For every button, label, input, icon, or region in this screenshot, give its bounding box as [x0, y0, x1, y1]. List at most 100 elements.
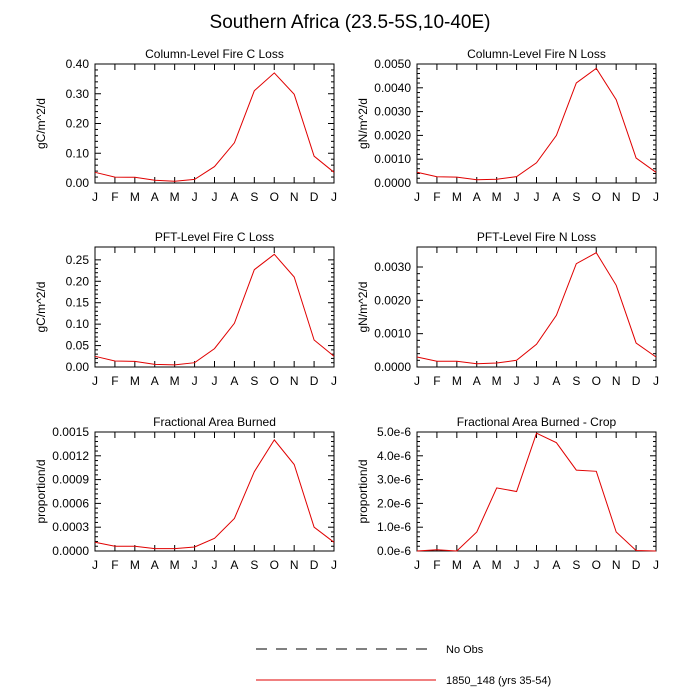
x-tick-label: F	[111, 190, 118, 204]
x-tick-label: A	[473, 374, 481, 388]
x-tick-label: J	[653, 190, 659, 204]
chart-panel-6: Fractional Area Burned - Crop proportion/…	[356, 415, 659, 572]
legend-item-1850-148: 1850_148 (yrs 35-54)	[256, 675, 551, 687]
x-tick-label: O	[270, 558, 279, 572]
x-tick-label: D	[310, 374, 319, 388]
x-tick-label: M	[492, 558, 502, 572]
x-tick-label: O	[592, 374, 601, 388]
y-axis-label: gN/m^2/d	[356, 98, 370, 149]
legend-label-no-obs: No Obs	[446, 644, 484, 656]
y-tick-label: 0.20	[66, 274, 90, 288]
series-line	[94, 72, 335, 182]
x-tick-label: M	[170, 374, 180, 388]
x-tick-label: S	[250, 374, 258, 388]
x-tick-label: J	[192, 190, 198, 204]
x-tick-label: A	[151, 374, 159, 388]
y-tick-label: 5.0e-6	[377, 425, 411, 439]
x-tick-label: A	[552, 190, 560, 204]
x-tick-label: D	[632, 190, 641, 204]
x-tick-label: A	[230, 558, 238, 572]
y-tick-label: 1.0e-6	[377, 520, 411, 534]
y-tick-label: 0.10	[66, 317, 90, 331]
x-tick-label: S	[250, 558, 258, 572]
y-tick-label: 0.0000	[52, 544, 89, 558]
x-tick-label: O	[592, 558, 601, 572]
chart-panel-3: PFT-Level Fire C Loss gC/m^2/d 0.00 0.05 0.1…	[34, 230, 337, 388]
y-axis-label: gC/m^2/d	[34, 282, 48, 333]
series-line	[416, 252, 657, 365]
x-tick-label: M	[130, 374, 140, 388]
x-tick-label: M	[170, 558, 180, 572]
x-tick-label: J	[514, 558, 520, 572]
y-tick-label: 0.0012	[52, 449, 89, 463]
plot-frame	[94, 63, 335, 184]
x-tick-label: A	[473, 190, 481, 204]
series-line	[416, 67, 657, 181]
y-tick-label: 3.0e-6	[377, 473, 411, 487]
x-tick-label: A	[230, 190, 238, 204]
y-tick-label: 0.0040	[374, 81, 411, 95]
y-tick-label: 0.0050	[374, 57, 411, 71]
x-tick-label: A	[552, 374, 560, 388]
x-tick-label: F	[111, 558, 118, 572]
y-tick-label: 0.20	[66, 117, 90, 131]
x-tick-label: F	[433, 190, 440, 204]
y-tick-label: 2.0e-6	[377, 496, 411, 510]
y-tick-label: 0.0030	[374, 260, 411, 274]
x-tick-label: D	[310, 558, 319, 572]
y-tick-label: 0.0015	[52, 425, 89, 439]
x-tick-label: N	[612, 558, 621, 572]
x-tick-label: J	[212, 190, 218, 204]
y-tick-label: 0.25	[66, 253, 90, 267]
x-tick-label: J	[414, 190, 420, 204]
x-tick-label: J	[212, 558, 218, 572]
y-tick-label: 0.0006	[52, 496, 89, 510]
chart-title: PFT-Level Fire C Loss	[155, 230, 274, 244]
y-tick-label: 0.05	[66, 339, 90, 353]
x-tick-label: M	[170, 190, 180, 204]
y-tick-label: 4.0e-6	[377, 449, 411, 463]
x-tick-label: J	[514, 190, 520, 204]
x-tick-label: N	[612, 374, 621, 388]
x-tick-label: O	[592, 190, 601, 204]
x-tick-label: J	[92, 190, 98, 204]
x-tick-label: J	[92, 558, 98, 572]
x-tick-label: J	[534, 190, 540, 204]
chart-panel-5: Fractional Area Burned proportion/d 0.0000…	[34, 415, 337, 572]
x-tick-label: J	[653, 558, 659, 572]
x-tick-label: N	[290, 374, 299, 388]
x-tick-label: J	[331, 558, 337, 572]
plot-frame	[416, 431, 657, 552]
y-axis-label: gC/m^2/d	[34, 98, 48, 149]
y-tick-label: 0.00	[66, 176, 90, 190]
chart-panel-2: Column-Level Fire N Loss gN/m^2/d 0.0000 0.…	[356, 47, 659, 204]
y-tick-label: 0.0000	[374, 360, 411, 374]
x-tick-label: A	[230, 374, 238, 388]
x-tick-label: J	[331, 190, 337, 204]
chart-title: PFT-Level Fire N Loss	[477, 230, 596, 244]
x-tick-label: F	[433, 374, 440, 388]
x-tick-label: F	[111, 374, 118, 388]
x-tick-label: A	[552, 558, 560, 572]
x-tick-label: J	[212, 374, 218, 388]
x-tick-label: N	[612, 190, 621, 204]
chart-title: Fractional Area Burned	[153, 415, 276, 429]
x-tick-label: D	[632, 558, 641, 572]
y-tick-label: 0.0000	[374, 176, 411, 190]
chart-title: Column-Level Fire C Loss	[145, 47, 284, 61]
x-tick-label: O	[270, 374, 279, 388]
x-tick-label: D	[632, 374, 641, 388]
x-tick-label: J	[192, 374, 198, 388]
x-tick-label: S	[572, 558, 580, 572]
y-axis-label: proportion/d	[34, 459, 48, 523]
x-tick-label: J	[534, 558, 540, 572]
chart-panel-1: Column-Level Fire C Loss gC/m^2/d 0.00 0.10…	[34, 47, 337, 204]
y-tick-label: 0.0030	[374, 105, 411, 119]
series-line	[94, 253, 335, 366]
y-axis-label: gN/m^2/d	[356, 282, 370, 333]
x-tick-label: M	[492, 190, 502, 204]
y-tick-label: 0.0010	[374, 327, 411, 341]
x-tick-label: J	[92, 374, 98, 388]
x-tick-label: A	[151, 190, 159, 204]
